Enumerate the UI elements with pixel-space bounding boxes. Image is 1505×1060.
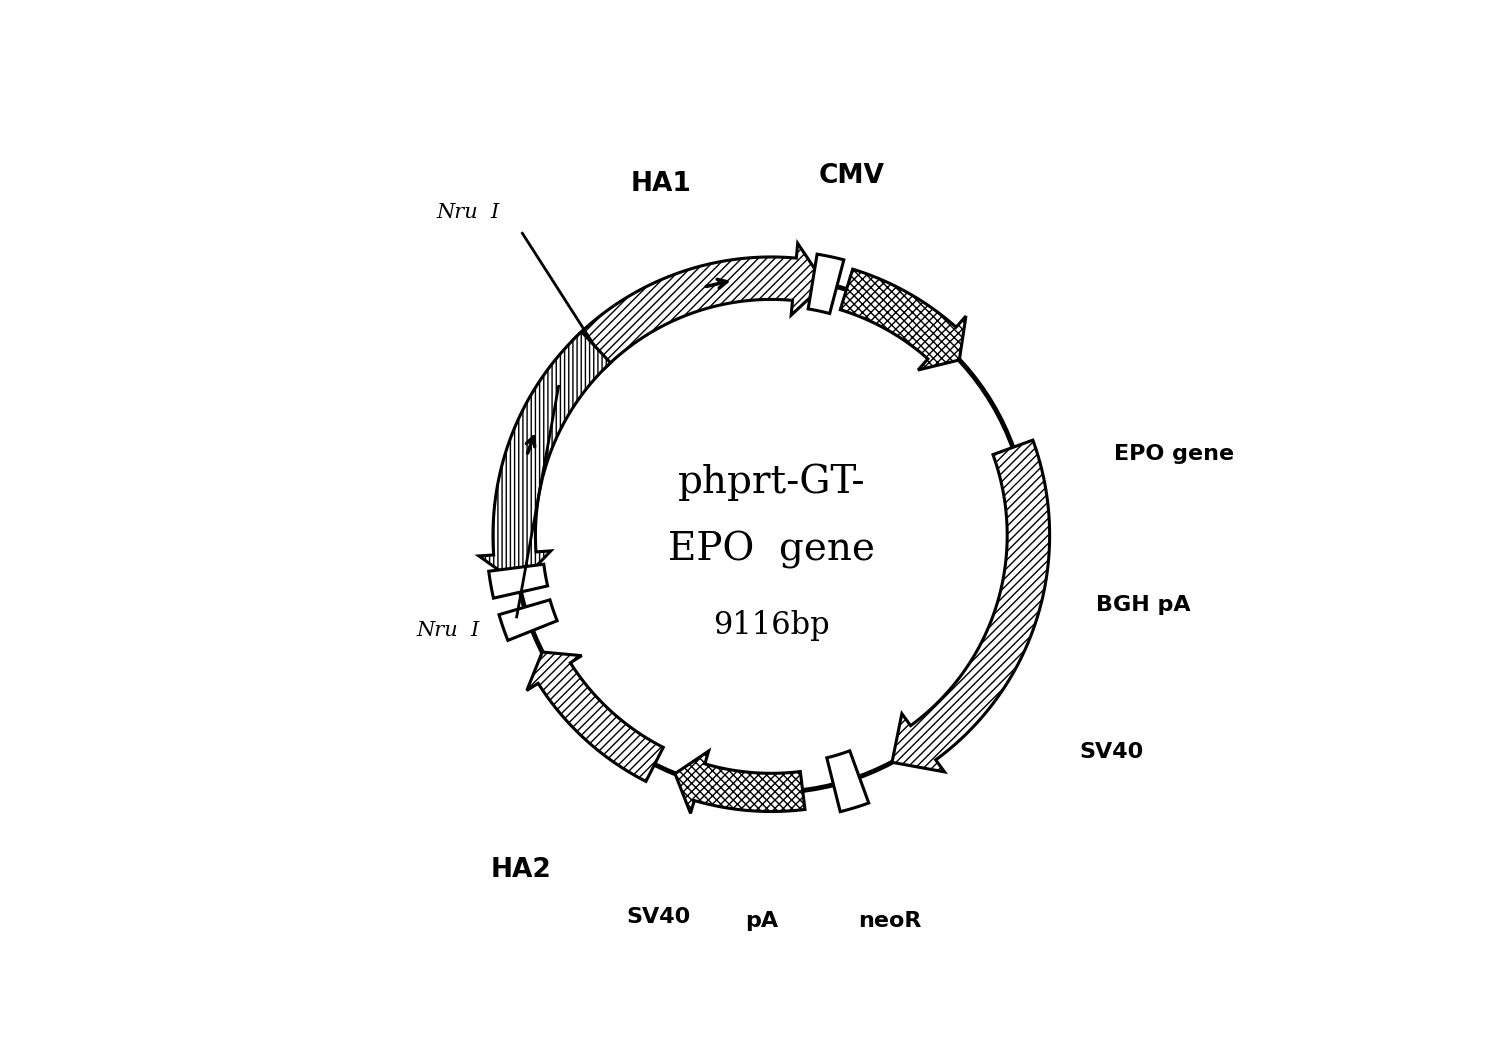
Text: HA1: HA1 xyxy=(631,172,692,197)
Polygon shape xyxy=(892,440,1049,772)
Polygon shape xyxy=(575,244,825,369)
Polygon shape xyxy=(840,269,966,370)
Text: neoR: neoR xyxy=(858,911,921,931)
Text: SV40: SV40 xyxy=(1079,742,1144,761)
Polygon shape xyxy=(489,564,548,598)
Text: pA: pA xyxy=(745,911,778,931)
Text: EPO  gene: EPO gene xyxy=(668,531,874,569)
Polygon shape xyxy=(527,652,664,781)
Polygon shape xyxy=(826,750,868,812)
Text: 9116bp: 9116bp xyxy=(713,610,829,640)
Text: HA2: HA2 xyxy=(491,856,551,883)
Text: Nru  I: Nru I xyxy=(436,204,500,223)
Text: phprt-GT-: phprt-GT- xyxy=(677,463,865,501)
Polygon shape xyxy=(500,600,557,640)
Text: BGH pA: BGH pA xyxy=(1096,595,1190,615)
Text: Nru  I: Nru I xyxy=(417,621,480,640)
Text: CMV: CMV xyxy=(819,163,885,189)
Polygon shape xyxy=(676,752,805,813)
Text: EPO gene: EPO gene xyxy=(1114,444,1234,463)
Polygon shape xyxy=(808,254,844,314)
Polygon shape xyxy=(479,332,611,584)
Text: SV40: SV40 xyxy=(626,907,691,928)
